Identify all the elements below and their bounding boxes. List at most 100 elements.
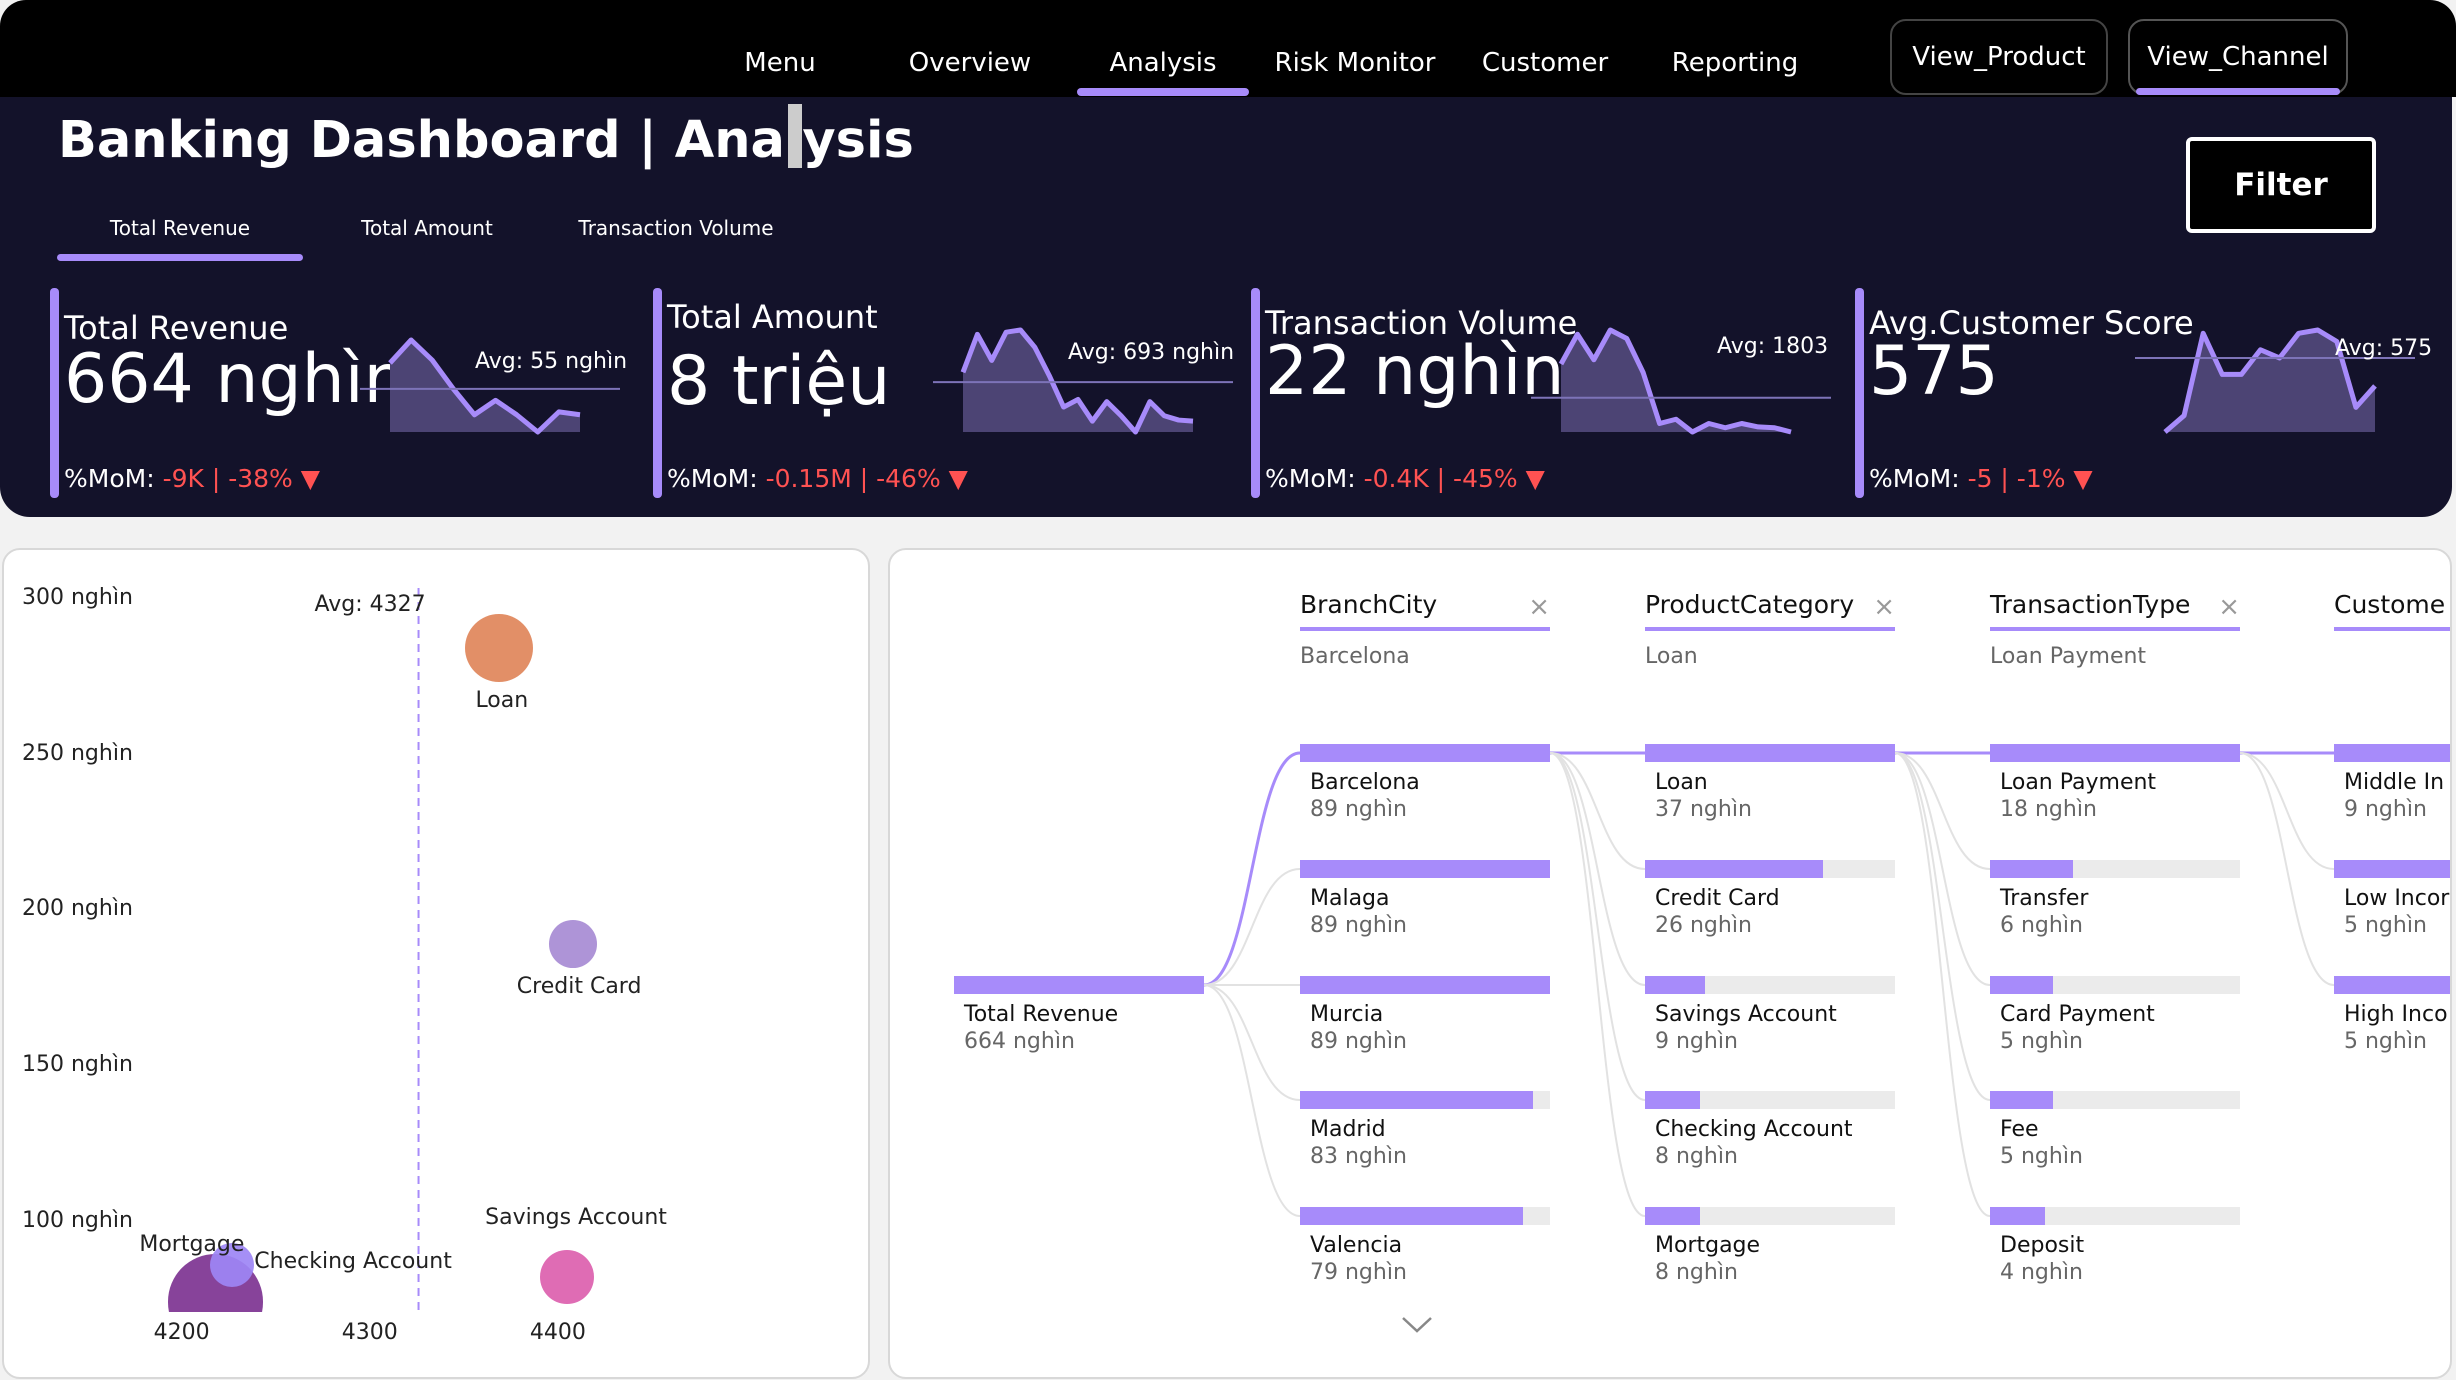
level-underline [1300,627,1550,631]
node-bar-fill [1300,860,1550,878]
tree-node[interactable]: Malaga 89 nghìn [1300,860,1550,950]
tree-connector [1203,984,1301,1217]
tree-node[interactable]: Card Payment 5 nghìn [1990,976,2240,1066]
node-value: 9 nghìn [2344,797,2427,822]
kpi-accent-bar [1251,288,1260,498]
tree-node[interactable]: Savings Account 9 nghìn [1645,976,1895,1066]
tree-node[interactable]: Transfer 6 nghìn [1990,860,2240,950]
tab-menu[interactable]: Menu [730,46,830,80]
tree-node[interactable]: Checking Account 8 nghìn [1645,1091,1895,1181]
subtab-label: Total Revenue [109,216,251,240]
subtab-total-amount[interactable]: Total Amount [334,216,520,240]
node-name: Savings Account [1655,1002,1837,1027]
node-bar-track [1990,1207,2240,1225]
bubble-credit-card[interactable] [549,920,597,968]
close-icon[interactable]: × [1873,592,1895,622]
tree-node[interactable]: Low Incor 5 nghìn [2334,860,2450,950]
node-value: 8 nghìn [1655,1260,1738,1285]
tree-root-node[interactable]: Total Revenue 664 nghìn [954,976,1204,1066]
node-bar-fill [1645,744,1895,762]
tree-node[interactable]: Mortgage 8 nghìn [1645,1207,1895,1297]
tree-node[interactable]: Barcelona 89 nghìn [1300,744,1550,834]
x-tick-label: 4300 [341,1320,398,1345]
node-name: Barcelona [1310,770,1420,795]
tree-node[interactable]: Murcia 89 nghìn [1300,976,1550,1066]
sparkline-line [388,337,581,435]
level-title: Custome [2334,590,2446,619]
top-nav-bar: Menu Overview Analysis Risk Monitor Cust… [0,0,2456,97]
view-product-button[interactable]: View_Product [1890,19,2108,95]
tab-label: Overview [908,48,1032,78]
bubble-label: Credit Card [516,974,642,999]
tree-node[interactable]: Valencia 79 nghìn [1300,1207,1550,1297]
tree-node[interactable]: Loan Payment 18 nghìn [1990,744,2240,834]
tree-node[interactable]: High Inco 5 nghìn [2334,976,2450,1066]
tab-label: Analysis [1109,48,1217,78]
node-name: Checking Account [1655,1117,1853,1142]
kpi-sparkline [360,337,620,435]
tree-node[interactable]: Madrid 83 nghìn [1300,1091,1550,1181]
node-bar-track [1990,976,2240,994]
tree-node[interactable]: Credit Card 26 nghìn [1645,860,1895,950]
level-underline [2334,627,2450,631]
title-cursor-bar [788,104,802,168]
kpi-total-amount: Total Amount 8 triệu Avg: 693 nghìn %MoM… [653,288,1234,498]
tab-overview[interactable]: Overview [890,46,1050,80]
tab-risk-monitor[interactable]: Risk Monitor [1270,46,1440,80]
y-tick-label: 100 nghìn [22,1207,133,1233]
tab-analysis[interactable]: Analysis [1077,46,1249,96]
node-bar-fill [1990,1207,2045,1225]
node-value: 5 nghìn [2344,1029,2427,1054]
sparkline-area [390,340,580,432]
node-value: 83 nghìn [1310,1144,1407,1169]
level-selection: Barcelona [1300,644,1410,669]
subtab-transaction-volume[interactable]: Transaction Volume [566,216,786,240]
scatter-plot-area: 100 nghìn 150 nghìn 200 nghìn 250 nghìn 300 … [4,550,868,1377]
bubble-checking-account[interactable] [210,1242,255,1287]
level-underline [1990,627,2240,631]
kpi-mom-value: -9K | -38% ▼ [162,464,320,493]
node-bar-track [1645,1207,1895,1225]
level-title: ProductCategory [1645,590,1855,619]
subtab-total-revenue[interactable]: Total Revenue [57,216,303,261]
tab-label: Customer [1481,48,1609,78]
node-bar-fill [1300,744,1550,762]
node-bar-fill [1990,860,2073,878]
close-icon[interactable]: × [1528,592,1550,622]
tab-reporting[interactable]: Reporting [1660,46,1810,80]
chevron-down-icon[interactable] [1400,1314,1434,1336]
tab-customer[interactable]: Customer [1475,46,1615,80]
kpi-mom-value: -0.15M | -46% ▼ [765,464,968,493]
kpi-mom-value: -5 | -1% ▼ [1967,464,2093,493]
node-bar-fill [1645,1207,1700,1225]
kpi-mom-prefix: %MoM: [1265,464,1364,493]
active-underline [2136,88,2340,95]
node-bar-fill [1300,976,1550,994]
tree-node[interactable]: Middle In 9 nghìn [2334,744,2450,834]
tree-connector [1549,752,1646,1101]
level-title: TransactionType [1990,590,2191,619]
tree-connector [1549,752,1646,1217]
node-name: Madrid [1310,1117,1386,1142]
node-bar-fill [1300,1207,1523,1225]
close-icon[interactable]: × [2218,592,2240,622]
bubble-loan[interactable] [465,614,534,683]
view-channel-button[interactable]: View_Channel [2128,19,2348,95]
tree-node[interactable]: Deposit 4 nghìn [1990,1207,2240,1297]
tree-node[interactable]: Fee 5 nghìn [1990,1091,2240,1181]
bubble-savings-account[interactable] [539,1249,595,1305]
node-name: Fee [2000,1117,2039,1142]
node-bar-fill [1645,976,1705,994]
filter-button[interactable]: Filter [2186,137,2376,233]
kpi-sparkline [2135,327,2415,434]
tree-node[interactable]: Loan 37 nghìn [1645,744,1895,834]
node-bar-fill [1645,860,1823,878]
x-tick-label: 4400 [529,1320,586,1345]
level-selection: Loan Payment [1990,644,2147,669]
tree-connector [1894,752,1991,1217]
kpi-label: Total Amount [667,298,878,336]
bubble-label: Checking Account [254,1248,452,1274]
kpi-label: Avg.Customer Score [1869,304,2194,342]
sparkline-area [963,330,1193,432]
node-name: Credit Card [1655,886,1780,911]
